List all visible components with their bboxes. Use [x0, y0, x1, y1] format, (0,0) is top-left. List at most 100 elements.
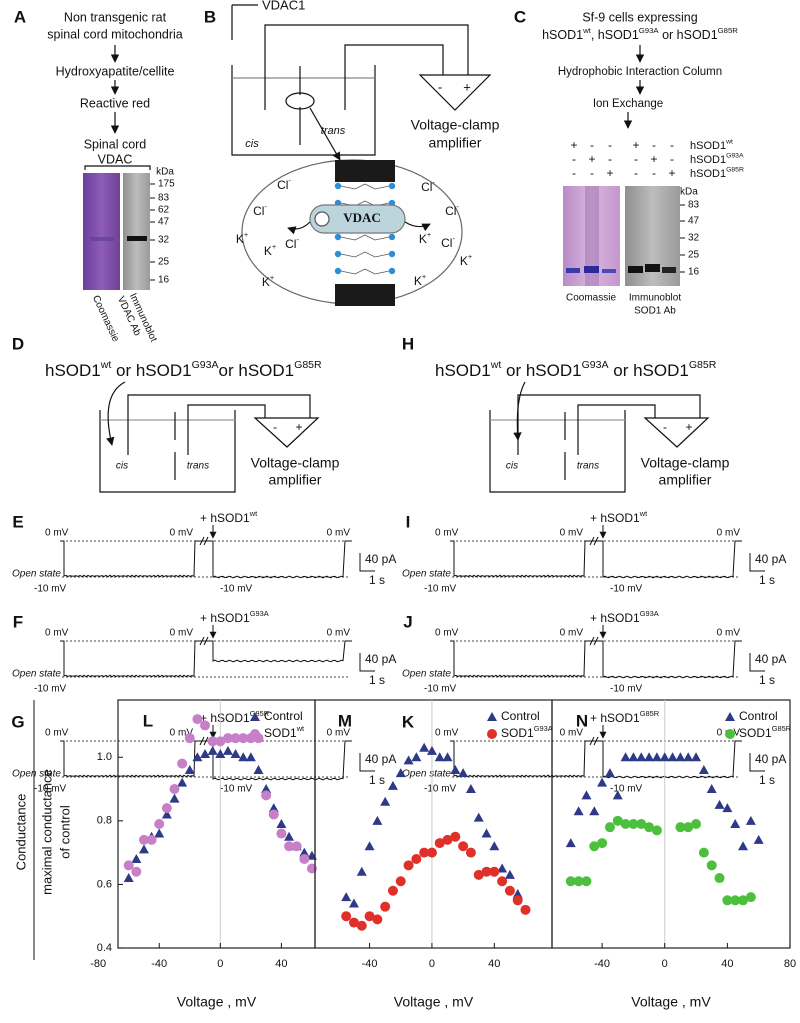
point: [489, 866, 500, 877]
break-mark: [199, 736, 209, 746]
amp-sign: -: [438, 79, 442, 94]
point: [380, 901, 391, 912]
open-state-label: Open state: [402, 569, 451, 580]
lane-sign: -: [590, 166, 594, 180]
text-part: + hSOD1: [590, 611, 640, 625]
point: [184, 733, 195, 744]
point: [520, 904, 531, 915]
lane-sign: -: [572, 166, 576, 180]
x-tick-label: -80: [90, 958, 106, 970]
point: [276, 819, 287, 828]
text-part: , hSOD1: [591, 28, 639, 42]
superscript: G93A: [534, 724, 553, 733]
protocol-step: hSOD1wt, hSOD1G93A or hSOD1G85R: [542, 26, 738, 42]
point: [253, 764, 264, 774]
superscript: G85R: [726, 166, 744, 173]
ion-label: Cl-: [421, 178, 435, 194]
point: [395, 876, 406, 887]
ion-label: Cl-: [253, 202, 267, 218]
voltage-label: 0 mV: [560, 628, 584, 639]
point: [683, 752, 694, 762]
point: [442, 752, 453, 762]
point: [691, 752, 702, 762]
point: [207, 736, 218, 747]
text-part: hSOD1: [690, 168, 726, 180]
voltage-label: -10 mV: [34, 684, 67, 695]
text-part: + hSOD1: [590, 511, 640, 525]
marker-label: 25: [158, 257, 170, 268]
point: [604, 822, 615, 833]
point: [730, 895, 741, 906]
kda-label: kDa: [680, 187, 698, 198]
y-tick-label: 0.8: [97, 815, 112, 827]
superscript: wt: [725, 138, 733, 145]
point: [730, 819, 741, 828]
point: [192, 752, 203, 762]
superscript: G93A: [639, 26, 660, 35]
x-tick-label: -40: [362, 958, 378, 970]
addition-label: + hSOD1G85R: [200, 709, 270, 725]
amplifier: [253, 417, 320, 448]
point: [628, 752, 639, 762]
point: [192, 714, 203, 725]
point: [380, 796, 391, 806]
point: [489, 841, 500, 851]
point: [245, 733, 256, 744]
lane-label: Coomassie: [566, 293, 616, 304]
point: [683, 822, 694, 833]
x-axis-label: Voltage , mV: [177, 994, 257, 1010]
superscript: wt: [249, 509, 258, 518]
point: [481, 866, 492, 877]
point: [458, 768, 469, 778]
superscript: G85R: [640, 709, 660, 718]
lipid-tail: [340, 251, 390, 258]
lipid-head: [334, 267, 342, 275]
point: [512, 888, 523, 898]
point: [177, 777, 188, 787]
wire: [187, 404, 266, 455]
text-part: + hSOD1: [200, 611, 250, 625]
point: [497, 876, 508, 887]
protocol-step: Hydrophobic Interaction Column: [558, 66, 722, 78]
point: [299, 853, 310, 864]
lane-sign: -: [608, 152, 612, 166]
scale-label: 1 s: [369, 573, 385, 587]
x-axis-label: Voltage , mV: [631, 994, 711, 1010]
text-part: K: [262, 275, 270, 289]
point: [512, 895, 523, 906]
voltage-label: -10 mV: [610, 584, 643, 595]
lane-sign: -: [634, 166, 638, 180]
point: [698, 764, 709, 774]
superscript: G85R: [718, 26, 739, 35]
voltage-label: 0 mV: [435, 728, 459, 739]
superscript: G93A: [582, 359, 609, 371]
text-part: Cl: [277, 178, 288, 192]
superscript: -: [452, 234, 455, 243]
lane-sign: +: [632, 138, 639, 152]
channel-label: VDAC: [343, 210, 381, 225]
marker-label: 32: [158, 235, 170, 246]
x-tick-label: 80: [784, 958, 796, 970]
scale-bar: [359, 653, 375, 672]
text-part: Cl: [253, 204, 264, 218]
amplifier-label: amplifier: [429, 135, 482, 151]
lane-sign: -: [652, 138, 656, 152]
scale-label: 40 pA: [755, 552, 786, 566]
lane-sign: -: [634, 152, 638, 166]
voltage-label: -10 mV: [424, 784, 457, 795]
point: [372, 914, 383, 925]
superscript: -: [456, 202, 459, 211]
text-part: SOD1: [501, 726, 534, 740]
text-part: K: [264, 244, 272, 258]
amp-sign: +: [463, 79, 471, 94]
amp-sign: -: [273, 420, 277, 434]
point: [215, 736, 226, 747]
point: [604, 768, 615, 778]
lane-sign: +: [570, 138, 577, 152]
ion-label: K+: [460, 252, 472, 268]
point: [753, 834, 764, 844]
protocol-step: Hydroxyapatite/cellite: [56, 64, 175, 78]
point: [745, 892, 756, 903]
point: [706, 860, 717, 871]
point: [651, 825, 662, 836]
